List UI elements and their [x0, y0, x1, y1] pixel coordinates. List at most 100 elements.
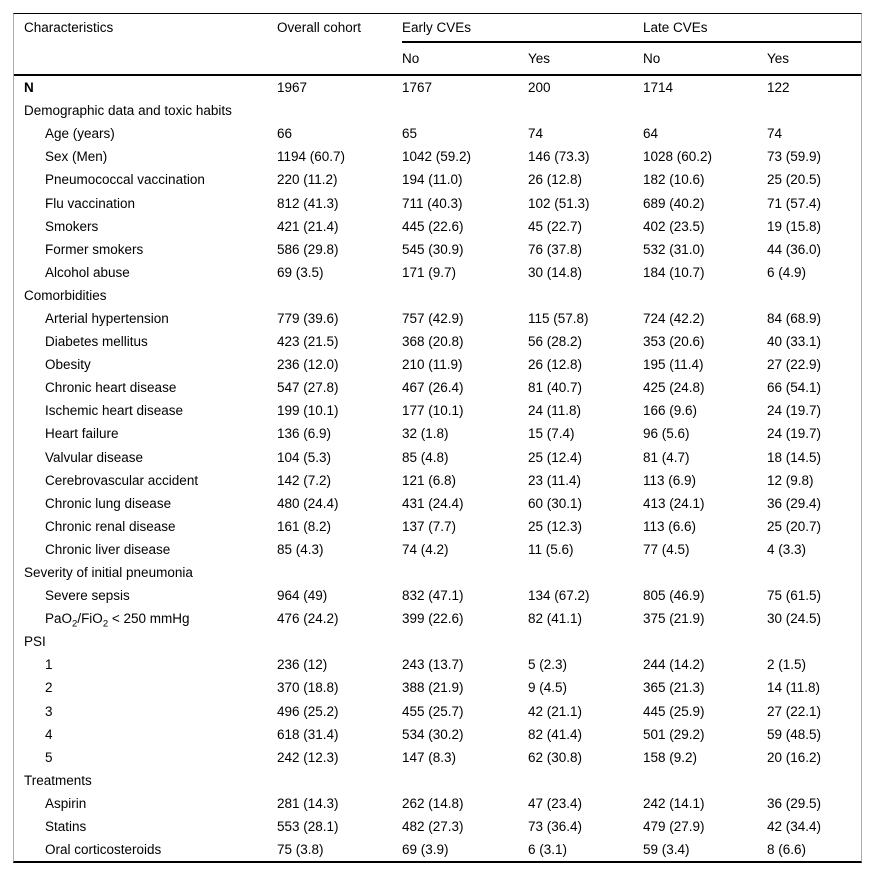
- cell-early-no: 74 (4.2): [402, 541, 449, 557]
- cell-early-yes: 26 (12.8): [528, 357, 583, 373]
- row-label: Cerebrovascular accident: [45, 472, 199, 488]
- cell-early-yes: 25 (12.4): [528, 449, 583, 465]
- table-row: Smokers 421 (21.4) 445 (22.6) 45 (22.7) 402 …: [14, 215, 861, 238]
- table-header: Characteristics Overall cohort Early CVE…: [14, 14, 861, 76]
- table-row: Diabetes mellitus 423 (21.5) 368 (20.8) 56 …: [14, 330, 861, 353]
- row-label: Valvular disease: [45, 449, 144, 465]
- cell-early-no: 431 (24.4): [402, 495, 464, 511]
- table-row: 1 236 (12) 243 (13.7) 5 (2.3) 244 (14.2) 2 (1…: [14, 653, 861, 676]
- table-row: Chronic renal disease 161 (8.2) 137 (7.7) 2…: [14, 515, 861, 538]
- baseline-characteristics-table: Characteristics Overall cohort Early CVE…: [13, 13, 862, 864]
- cell-late-yes: 8 (6.6): [767, 842, 807, 858]
- cell-early-yes: 76 (37.8): [528, 241, 583, 257]
- row-label: Statins: [45, 819, 87, 835]
- cell-early-no: 545 (30.9): [402, 241, 464, 257]
- row-label: Chronic liver disease: [45, 541, 171, 557]
- table-row: Age (years) 66 65 74 64 74: [14, 122, 861, 145]
- cell-late-yes: 75 (61.5): [767, 588, 822, 604]
- cell-early-yes: 115 (57.8): [528, 310, 589, 326]
- table-row: Demographic data and toxic habits: [14, 99, 861, 122]
- cell-early-yes: 9 (4.5): [528, 680, 568, 696]
- cell-late-yes: 66 (54.1): [767, 380, 822, 396]
- cell-late-yes: 25 (20.5): [767, 172, 822, 188]
- cell-late-yes: 71 (57.4): [767, 195, 822, 211]
- cell-early-no: 1042 (59.2): [402, 149, 472, 165]
- cell-early-yes: 73 (36.4): [528, 819, 583, 835]
- cell-late-yes: 4 (3.3): [767, 541, 807, 557]
- row-label: Severity of initial pneumonia: [24, 565, 193, 581]
- cell-early-no: 534 (30.2): [402, 726, 464, 742]
- cell-early-yes: 102 (51.3): [528, 195, 590, 211]
- header-early-no: No: [402, 51, 420, 66]
- table-row: Pneumococcal vaccination 220 (11.2) 194 (1…: [14, 168, 861, 191]
- header-overall-cohort: Overall cohort: [277, 20, 362, 35]
- row-label: Flu vaccination: [45, 195, 136, 211]
- cell-early-yes: 47 (23.4): [528, 795, 583, 811]
- table-row: Chronic heart disease 547 (27.8) 467 (26.4…: [14, 376, 861, 399]
- cell-early-yes: 134 (67.2): [528, 588, 590, 604]
- cell-overall: 236 (12.0): [277, 357, 339, 373]
- cell-early-no: 121 (6.8): [402, 472, 457, 488]
- cell-early-no: 243 (13.7): [402, 657, 464, 673]
- cell-overall: 236 (12): [277, 657, 328, 673]
- cell-early-yes: 15 (7.4): [528, 426, 575, 442]
- cell-late-no: 805 (46.9): [643, 588, 705, 604]
- row-label: 4: [45, 726, 53, 742]
- row-label: Chronic heart disease: [45, 380, 177, 396]
- row-label: Arterial hypertension: [45, 310, 169, 326]
- cell-late-yes: 2 (1.5): [767, 657, 807, 673]
- table-row: 3 496 (25.2) 455 (25.7) 42 (21.1) 445 (25.9)…: [14, 700, 861, 723]
- cell-early-no: 171 (9.7): [402, 264, 457, 280]
- cell-overall: 812 (41.3): [277, 195, 339, 211]
- table-row: PSI: [14, 630, 861, 653]
- header-early-yes: Yes: [528, 51, 551, 66]
- row-label: Aspirin: [45, 795, 87, 811]
- cell-late-no: 413 (24.1): [643, 495, 705, 511]
- cell-early-yes: 60 (30.1): [528, 495, 583, 511]
- group-header-rule: [402, 41, 861, 43]
- cell-late-no: 242 (14.1): [643, 795, 705, 811]
- cell-early-yes: 45 (22.7): [528, 218, 583, 234]
- table-row: Oral corticosteroids 75 (3.8) 69 (3.9) 6 (3…: [14, 838, 861, 861]
- header-row-groups: Characteristics Overall cohort Early CVE…: [14, 14, 861, 41]
- cell-overall: 618 (31.4): [277, 726, 339, 742]
- cell-late-yes: 59 (48.5): [767, 726, 822, 742]
- table-row: 4 618 (31.4) 534 (30.2) 82 (41.4) 501 (29.2)…: [14, 723, 861, 746]
- row-label: Demographic data and toxic habits: [24, 103, 232, 119]
- cell-late-no: 158 (9.2): [643, 749, 698, 765]
- cell-late-yes: 73 (59.9): [767, 149, 822, 165]
- table-row: Heart failure 136 (6.9) 32 (1.8) 15 (7.4) 96…: [14, 422, 861, 445]
- cell-overall: 480 (24.4): [277, 495, 339, 511]
- cell-early-no: 65: [402, 126, 418, 142]
- table-row: Alcohol abuse 69 (3.5) 171 (9.7) 30 (14.8) 1…: [14, 261, 861, 284]
- cell-early-no: 482 (27.3): [402, 819, 464, 835]
- cell-late-no: 1028 (60.2): [643, 149, 713, 165]
- cell-late-no: 96 (5.6): [643, 426, 690, 442]
- cell-early-yes: 5 (2.3): [528, 657, 568, 673]
- cell-early-no: 1767: [402, 80, 433, 96]
- cell-early-yes: 81 (40.7): [528, 380, 583, 396]
- cell-early-no: 711 (40.3): [402, 195, 463, 211]
- cell-late-yes: 84 (68.9): [767, 310, 822, 326]
- row-label: Age (years): [45, 126, 115, 142]
- cell-late-yes: 36 (29.5): [767, 795, 822, 811]
- table-row: Valvular disease 104 (5.3) 85 (4.8) 25 (12.…: [14, 446, 861, 469]
- cell-overall: 104 (5.3): [277, 449, 332, 465]
- cell-late-yes: 18 (14.5): [767, 449, 822, 465]
- cell-early-yes: 42 (21.1): [528, 703, 583, 719]
- cell-late-no: 59 (3.4): [643, 842, 690, 858]
- cell-late-yes: 30 (24.5): [767, 611, 822, 627]
- cell-overall: 423 (21.5): [277, 334, 339, 350]
- cell-overall: 779 (39.6): [277, 310, 339, 326]
- cell-overall: 199 (10.1): [277, 403, 339, 419]
- cell-early-yes: 30 (14.8): [528, 264, 583, 280]
- cell-late-yes: 24 (19.7): [767, 403, 822, 419]
- table-row: Chronic lung disease 480 (24.4) 431 (24.4)…: [14, 492, 861, 515]
- table-row: Cerebrovascular accident 142 (7.2) 121 (6.…: [14, 469, 861, 492]
- table-row: Chronic liver disease 85 (4.3) 74 (4.2) 11 …: [14, 538, 861, 561]
- cell-early-yes: 24 (11.8): [528, 403, 582, 419]
- cell-overall: 242 (12.3): [277, 749, 339, 765]
- row-label: Alcohol abuse: [45, 264, 130, 280]
- row-label: 5: [45, 749, 53, 765]
